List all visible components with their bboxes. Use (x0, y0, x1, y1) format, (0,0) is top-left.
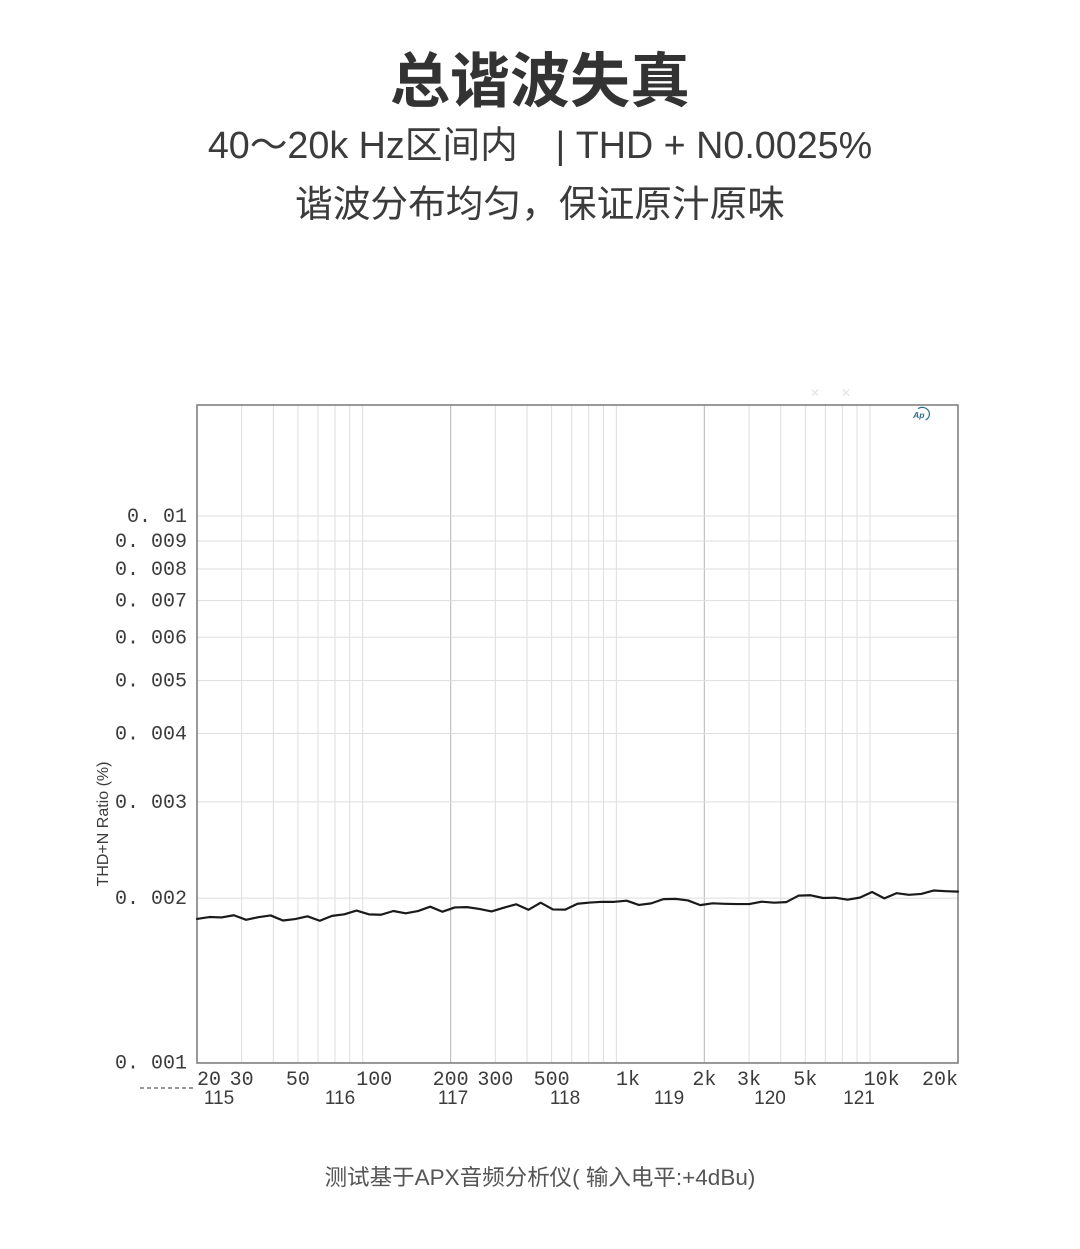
svg-text:THD+N Ratio (%): THD+N Ratio (%) (95, 762, 112, 887)
svg-text:116: 116 (325, 1088, 355, 1109)
svg-text:119: 119 (654, 1088, 684, 1109)
svg-text:100: 100 (356, 1069, 392, 1092)
svg-text:0. 005: 0. 005 (115, 671, 187, 694)
svg-text:50: 50 (286, 1069, 310, 1092)
svg-text:300: 300 (477, 1069, 513, 1092)
svg-text:0. 004: 0. 004 (115, 724, 187, 747)
svg-text:117: 117 (438, 1088, 468, 1109)
svg-text:2k: 2k (692, 1069, 716, 1092)
svg-text:0. 009: 0. 009 (115, 531, 187, 554)
svg-text:120: 120 (754, 1088, 786, 1109)
svg-text:✕: ✕ (810, 386, 820, 400)
svg-text:0. 007: 0. 007 (115, 591, 187, 614)
svg-text:20k: 20k (922, 1069, 958, 1092)
svg-text:0. 006: 0. 006 (115, 627, 187, 650)
svg-text:0. 002: 0. 002 (115, 888, 187, 911)
svg-text:121: 121 (843, 1088, 875, 1109)
svg-text:0. 001: 0. 001 (115, 1053, 187, 1076)
svg-text:0. 01: 0. 01 (127, 506, 187, 529)
svg-text:0. 003: 0. 003 (115, 792, 187, 815)
svg-text:118: 118 (550, 1088, 580, 1109)
svg-text:5k: 5k (793, 1069, 817, 1092)
svg-text:1k: 1k (616, 1069, 640, 1092)
svg-text:✕: ✕ (841, 386, 851, 400)
svg-text:0. 008: 0. 008 (115, 559, 187, 582)
svg-text:115: 115 (204, 1088, 234, 1109)
svg-text:Ap: Ap (912, 410, 925, 420)
